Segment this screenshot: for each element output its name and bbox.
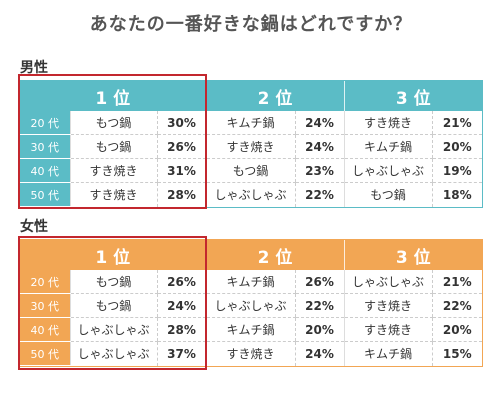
age-label: 20 代 (20, 111, 70, 135)
rank1-pct: 31% (156, 158, 206, 183)
rank2-item: すき焼き (205, 134, 295, 159)
male-table: 1 位 2 位 3 位 20 代 もつ鍋 30% キムチ鍋 24% すき焼き 2… (19, 80, 483, 208)
rank2-pct: 23% (294, 158, 344, 183)
rank3-item: キムチ鍋 (343, 341, 432, 366)
rank1-pct: 26% (156, 134, 206, 159)
table-row: 50 代 しゃぶしゃぶ 37% すき焼き 24% キムチ鍋 15% (20, 341, 482, 366)
rank2-pct: 22% (294, 182, 344, 207)
rank2-pct: 24% (294, 134, 344, 159)
age-label: 30 代 (20, 134, 70, 159)
header-row: 1 位 2 位 3 位 (20, 81, 482, 111)
age-label: 20 代 (20, 270, 70, 294)
rank-header-2: 2 位 (205, 240, 344, 270)
rank1-pct: 30% (156, 111, 206, 135)
rank3-pct: 22% (431, 293, 482, 318)
table-row: 50 代 すき焼き 28% しゃぶしゃぶ 22% もつ鍋 18% (20, 182, 482, 207)
section-label-male: 男性 (20, 60, 48, 76)
age-label: 50 代 (20, 182, 70, 207)
rank3-pct: 21% (431, 270, 482, 294)
age-label: 30 代 (20, 293, 70, 318)
rank2-pct: 24% (294, 341, 344, 366)
rank1-item: すき焼き (69, 158, 157, 183)
rank3-pct: 20% (431, 317, 482, 342)
rank2-item: キムチ鍋 (205, 270, 295, 294)
rank3-item: しゃぶしゃぶ (343, 158, 432, 183)
rank2-item: しゃぶしゃぶ (205, 293, 295, 318)
table-row: 40 代 すき焼き 31% もつ鍋 23% しゃぶしゃぶ 19% (20, 158, 482, 183)
rank3-pct: 15% (431, 341, 482, 366)
rank-header-1: 1 位 (20, 240, 206, 270)
header-row: 1 位 2 位 3 位 (20, 240, 482, 270)
rank2-item: もつ鍋 (205, 158, 295, 183)
rank3-item: しゃぶしゃぶ (343, 270, 432, 294)
table-row: 20 代 もつ鍋 26% キムチ鍋 26% しゃぶしゃぶ 21% (20, 270, 482, 294)
age-label: 50 代 (20, 341, 70, 366)
rank1-pct: 37% (156, 341, 206, 366)
rank2-item: キムチ鍋 (205, 111, 295, 135)
age-label: 40 代 (20, 158, 70, 183)
rank3-pct: 20% (431, 134, 482, 159)
rank3-pct: 21% (431, 111, 482, 135)
rank3-item: すき焼き (343, 111, 432, 135)
rank3-pct: 19% (431, 158, 482, 183)
rank2-item: しゃぶしゃぶ (205, 182, 295, 207)
rank1-item: もつ鍋 (69, 293, 157, 318)
rank-header-3: 3 位 (343, 240, 482, 270)
rank2-pct: 24% (294, 111, 344, 135)
rank1-item: もつ鍋 (69, 111, 157, 135)
table-row: 20 代 もつ鍋 30% キムチ鍋 24% すき焼き 21% (20, 111, 482, 135)
rank2-pct: 26% (294, 270, 344, 294)
page-title: あなたの一番好きな鍋はどれですか？ (89, 14, 413, 35)
rank3-item: もつ鍋 (343, 182, 432, 207)
rank3-item: すき焼き (343, 293, 432, 318)
rank-header-3: 3 位 (343, 81, 482, 111)
female-table: 1 位 2 位 3 位 20 代 もつ鍋 26% キムチ鍋 26% しゃぶしゃぶ… (19, 239, 483, 367)
rank2-pct: 20% (294, 317, 344, 342)
rank1-pct: 28% (156, 182, 206, 207)
rank1-pct: 28% (156, 317, 206, 342)
rank1-item: しゃぶしゃぶ (69, 317, 157, 342)
rank3-pct: 18% (431, 182, 482, 207)
rank1-item: もつ鍋 (69, 270, 157, 294)
rank1-item: すき焼き (69, 182, 157, 207)
rank2-item: キムチ鍋 (205, 317, 295, 342)
rank3-item: すき焼き (343, 317, 432, 342)
rank1-pct: 24% (156, 293, 206, 318)
rank2-pct: 22% (294, 293, 344, 318)
rank-header-2: 2 位 (205, 81, 344, 111)
section-label-female: 女性 (20, 219, 48, 235)
table-row: 30 代 もつ鍋 26% すき焼き 24% キムチ鍋 20% (20, 134, 482, 159)
table-row: 30 代 もつ鍋 24% しゃぶしゃぶ 22% すき焼き 22% (20, 293, 482, 318)
rank2-item: すき焼き (205, 341, 295, 366)
age-label: 40 代 (20, 317, 70, 342)
rank1-item: しゃぶしゃぶ (69, 341, 157, 366)
rank3-item: キムチ鍋 (343, 134, 432, 159)
table-row: 40 代 しゃぶしゃぶ 28% キムチ鍋 20% すき焼き 20% (20, 317, 482, 342)
rank1-item: もつ鍋 (69, 134, 157, 159)
rank1-pct: 26% (156, 270, 206, 294)
rank-header-1: 1 位 (20, 81, 206, 111)
